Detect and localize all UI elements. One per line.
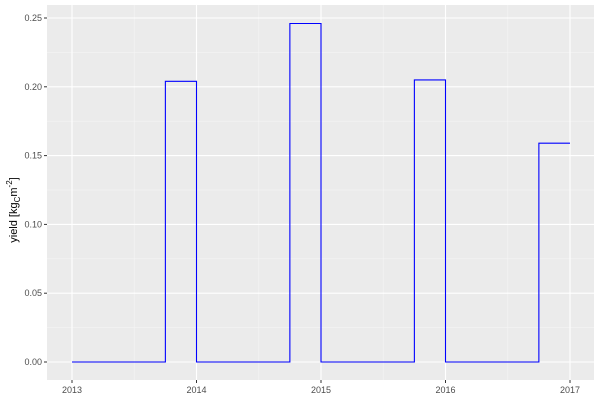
y-axis-label: yield [kgCm-2] — [5, 177, 22, 243]
y-tick-label: 0.25 — [24, 13, 42, 23]
x-tick-label: 2014 — [186, 385, 206, 395]
x-tick-label: 2017 — [560, 385, 580, 395]
series-line — [72, 22, 570, 363]
y-tick-label: 0.10 — [24, 219, 42, 229]
y-tick-label: 0.15 — [24, 151, 42, 161]
y-tick-label: 0.00 — [24, 357, 42, 367]
x-tick-label: 2016 — [435, 385, 455, 395]
y-tick-label: 0.05 — [24, 288, 42, 298]
y-tick-label: 0.20 — [24, 82, 42, 92]
x-tick-label: 2013 — [62, 385, 82, 395]
x-tick-label: 2015 — [311, 385, 331, 395]
